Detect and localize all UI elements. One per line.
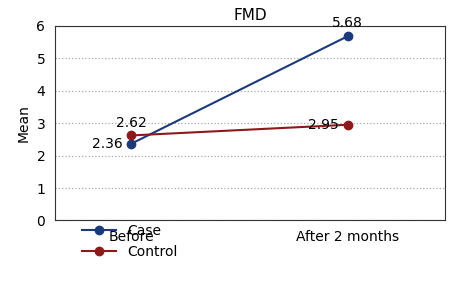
Legend: Case, Control: Case, Control [82,224,178,259]
Case [345,34,351,38]
Text: 2.36: 2.36 [91,137,122,151]
Y-axis label: Mean: Mean [17,104,31,142]
Text: 2.95: 2.95 [308,118,339,132]
Text: 2.62: 2.62 [116,116,146,130]
Case [128,142,134,146]
Text: 5.68: 5.68 [332,16,363,30]
Line: Case: Case [127,32,352,148]
Line: Control: Control [127,121,352,140]
Control [345,123,351,127]
Control [128,134,134,137]
Title: FMD: FMD [233,8,267,23]
